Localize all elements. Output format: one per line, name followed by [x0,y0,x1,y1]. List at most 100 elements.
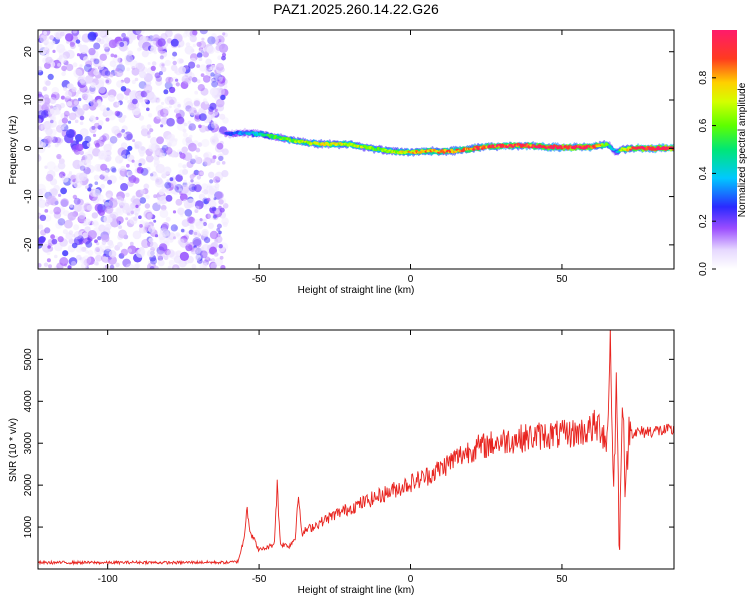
noise-blob [197,142,203,147]
noise-blob [177,162,183,168]
noise-blob [188,125,193,130]
noise-blob [183,179,187,183]
spectrogram-x-tick-label: 0 [408,274,414,285]
noise-blob [96,99,102,104]
noise-blob [73,236,83,246]
noise-blob [123,115,127,119]
noise-blob [129,241,134,246]
noise-blob [168,237,174,243]
noise-blob [89,58,94,63]
noise-blob [216,227,221,232]
noise-blob [129,90,138,100]
noise-blob [142,37,152,47]
noise-blob [210,72,215,77]
noise-blob [215,44,223,51]
noise-blob [116,102,121,106]
noise-blob [81,246,87,252]
noise-blob [144,98,148,103]
noise-blob [79,76,87,84]
noise-blob [120,248,128,256]
noise-blob [194,205,200,211]
noise-blob [213,241,218,246]
noise-blob [193,248,199,254]
noise-blob [98,64,104,71]
noise-blob [173,236,177,240]
spectrogram-y-label: Frequency (Hz) [8,116,19,185]
noise-blob [45,120,54,129]
noise-blob [137,166,142,171]
noise-blob [155,163,165,174]
noise-blob [77,215,85,223]
noise-blob [140,128,150,137]
noise-blob [145,166,151,172]
noise-blob [68,171,73,175]
noise-blob [175,198,183,206]
noise-blob [117,70,124,77]
noise-blob [140,146,145,151]
noise-blob [62,229,68,235]
noise-blob [38,104,43,113]
noise-blob [108,112,116,121]
noise-blob [92,221,100,228]
noise-blob [79,44,89,54]
noise-blob [118,225,123,230]
noise-blob [83,56,89,62]
noise-blob [188,123,196,131]
noise-blob [85,240,93,248]
noise-blob [49,35,55,41]
noise-blob [211,77,217,83]
noise-blob [164,181,172,189]
noise-blob [173,190,179,196]
noise-blob [131,106,141,116]
ridge-cell [239,130,243,133]
noise-blob [116,111,123,118]
noise-blob [179,251,189,261]
noise-blob [213,176,221,184]
noise-blob [196,41,202,47]
spectrogram-y-tick-label: -20 [23,237,34,252]
noise-blob [188,76,193,81]
noise-blob [89,87,96,95]
noise-blob [46,169,56,179]
noise-blob [105,245,111,252]
noise-blob [201,138,210,148]
noise-blob [138,162,142,167]
noise-blob [83,202,92,211]
noise-blob [38,183,46,193]
noise-blob [79,115,85,121]
noise-blob [142,41,152,52]
noise-blob [54,137,62,144]
noise-blob [67,173,73,179]
noise-blob [169,180,177,188]
noise-blob [147,249,155,258]
snr-y-tick-label: 1000 [23,516,34,539]
noise-blob [98,150,108,160]
noise-blob [70,139,74,144]
noise-blob [207,123,215,131]
noise-blob [203,51,209,58]
noise-blob [155,114,161,120]
colorbar-tick-label: 0.6 [698,118,709,132]
noise-blob [63,210,70,217]
noise-blob [48,119,57,128]
noise-blob [119,201,126,208]
snr-x-ticks: -100 -50 0 50 [98,330,568,585]
noise-blob [93,69,100,76]
noise-blob [177,103,181,108]
noise-blob [138,115,145,121]
spectrogram-y-ticks: -20 -10 0 10 20 [23,46,674,252]
noise-blob [150,46,157,53]
snr-y-label: SNR (10 * v/v) [8,418,19,482]
noise-blob [51,40,56,46]
noise-blob [107,217,113,223]
noise-blob [50,178,58,186]
noise-blob [149,128,154,133]
noise-blob [126,163,130,168]
noise-blob [155,78,163,86]
noise-blob [185,242,190,247]
noise-blob [140,90,148,98]
noise-blob [177,207,185,215]
noise-blob [185,244,193,252]
colorbar-gradient [712,30,737,269]
noise-blob [153,116,161,124]
